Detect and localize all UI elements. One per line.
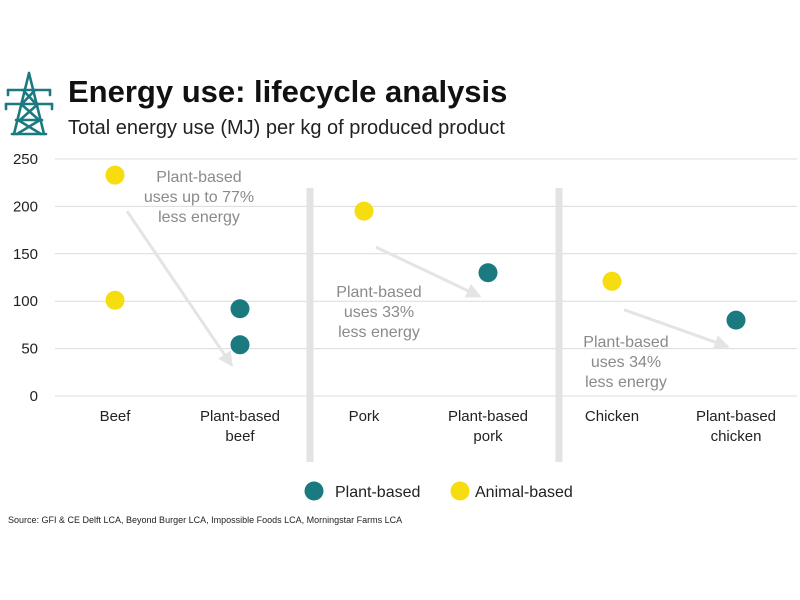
x-category-label: Pork xyxy=(349,408,380,425)
chart-subtitle: Total energy use (MJ) per kg of produced… xyxy=(68,117,505,139)
annotation-arrows xyxy=(125,210,730,367)
annotation-arrow-beef xyxy=(125,210,234,367)
annotation-line: Plant-based xyxy=(583,334,668,351)
x-category-label: Beef xyxy=(100,408,132,425)
annotation-line: uses 33% xyxy=(344,304,414,321)
source-note: Source: GFI & CE Delft LCA, Beyond Burge… xyxy=(8,515,402,525)
x-category-line: Plant-based xyxy=(696,408,776,425)
gridlines xyxy=(55,158,797,397)
y-tick-label: 200 xyxy=(13,198,38,215)
point-animal-based xyxy=(105,290,125,310)
x-axis-categories: Beef Plant-based beef Pork Plant-based pork Ch… xyxy=(100,408,776,445)
x-category-line: Beef xyxy=(100,408,132,425)
y-axis-ticks: 0 50 100 150 200 250 xyxy=(13,151,38,405)
annotation-line: Plant-based xyxy=(156,169,241,186)
x-category-label: Chicken xyxy=(585,408,639,425)
x-category-line: Plant-based xyxy=(200,408,280,425)
chart-title: Energy use: lifecycle analysis xyxy=(68,74,507,109)
annotation-arrow-pork xyxy=(375,245,482,298)
y-tick-label: 150 xyxy=(13,246,38,263)
legend-label: Animal-based xyxy=(475,484,573,501)
point-plant-based xyxy=(230,299,250,319)
x-category-line: Plant-based xyxy=(448,408,528,425)
annotation-line: less energy xyxy=(338,324,420,341)
point-animal-based xyxy=(602,271,622,291)
point-plant-based xyxy=(478,263,498,283)
y-tick-label: 50 xyxy=(21,341,38,358)
annotation-line: uses 34% xyxy=(591,354,661,371)
x-category-line: pork xyxy=(473,428,503,445)
y-tick-label: 250 xyxy=(13,151,38,168)
annotation-pork: Plant-based uses 33% less energy xyxy=(336,284,421,341)
x-category-label: Plant-based beef xyxy=(200,408,280,445)
point-animal-based xyxy=(105,165,125,185)
point-plant-based xyxy=(230,335,250,355)
x-category-label: Plant-based chicken xyxy=(696,408,776,445)
power-tower-icon xyxy=(4,71,54,136)
x-category-line: chicken xyxy=(711,428,762,445)
y-tick-label: 0 xyxy=(30,388,38,405)
annotation-line: less energy xyxy=(158,209,240,226)
x-category-line: Pork xyxy=(349,408,380,425)
annotations: Plant-based uses up to 77% less energyPlan… xyxy=(144,169,669,391)
x-category-line: beef xyxy=(225,428,255,445)
annotation-line: Plant-based xyxy=(336,284,421,301)
legend-label: Plant-based xyxy=(335,484,420,501)
legend-marker xyxy=(450,481,470,501)
point-plant-based xyxy=(726,310,746,330)
annotation-arrow-chicken xyxy=(623,308,730,350)
data-points xyxy=(105,165,746,355)
point-animal-based xyxy=(354,201,374,221)
x-category-line: Chicken xyxy=(585,408,639,425)
group-separators xyxy=(306,188,563,462)
legend-marker xyxy=(304,481,324,501)
annotation-line: less energy xyxy=(585,374,667,391)
annotation-line: uses up to 77% xyxy=(144,189,254,206)
x-category-label: Plant-based pork xyxy=(448,408,528,445)
group-separator xyxy=(306,188,314,462)
annotation-beef: Plant-based uses up to 77% less energy xyxy=(144,169,254,226)
annotation-chicken: Plant-based uses 34% less energy xyxy=(583,334,668,391)
legend: Plant-based Animal-based xyxy=(304,481,573,501)
group-separator xyxy=(555,188,563,462)
y-tick-label: 100 xyxy=(13,293,38,310)
